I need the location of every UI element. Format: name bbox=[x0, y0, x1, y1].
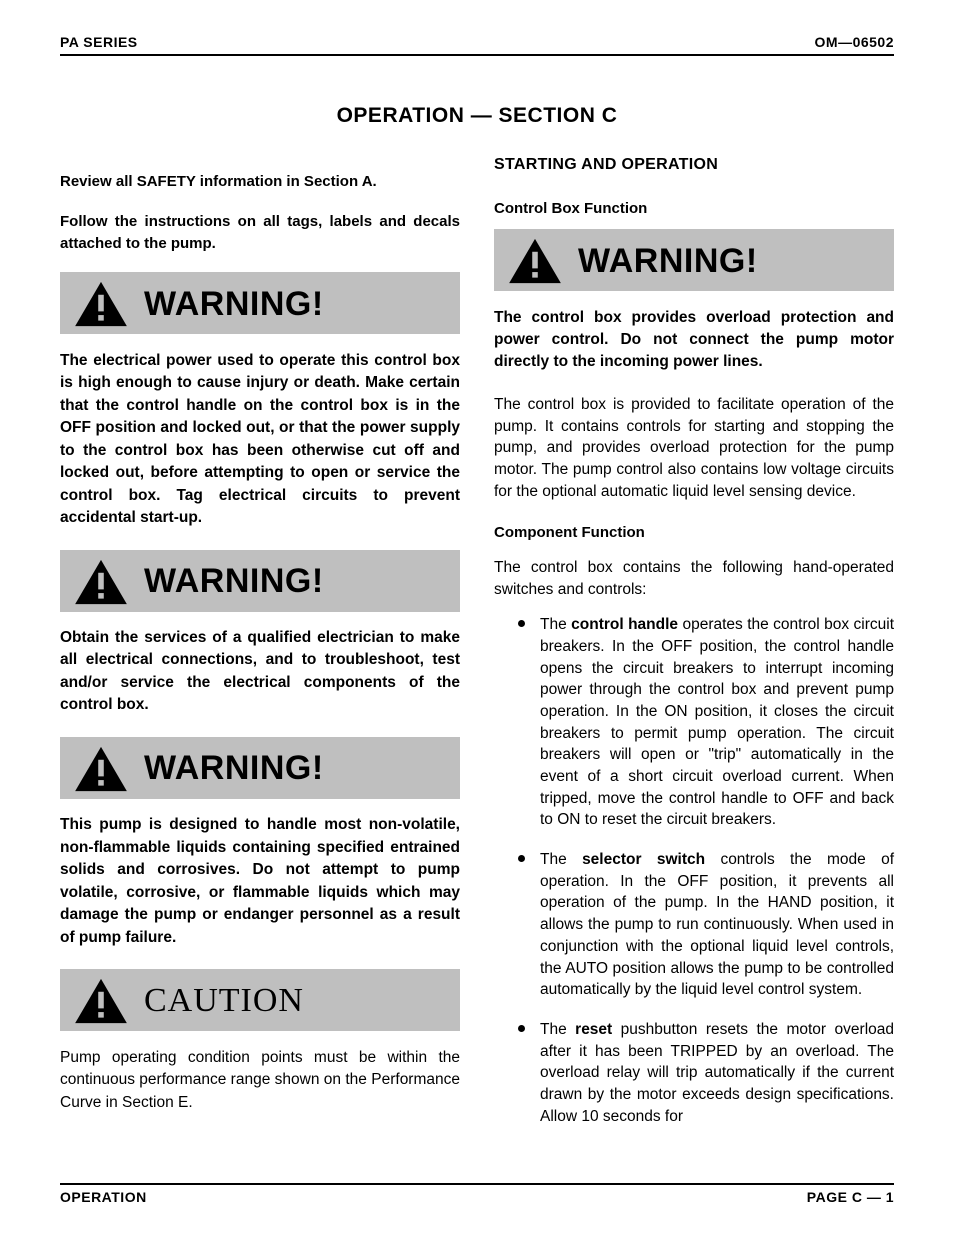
list-item: The control handle operates the control … bbox=[522, 614, 894, 831]
warning-triangle-icon bbox=[72, 745, 130, 793]
header-right: OM—06502 bbox=[815, 34, 894, 50]
right-column: STARTING AND OPERATION Control Box Funct… bbox=[494, 156, 894, 1145]
two-column-layout: Review all SAFETY information in Section… bbox=[60, 156, 894, 1145]
list-term: reset bbox=[575, 1021, 612, 1038]
intro-paragraph: Review all SAFETY information in Section… bbox=[60, 171, 460, 193]
list-text-post: controls the mode of operation. In the O… bbox=[540, 851, 894, 998]
warning-body: The electrical power used to operate thi… bbox=[60, 350, 460, 530]
list-text-pre: The bbox=[540, 1021, 575, 1038]
warning-box: WARNING! bbox=[60, 272, 460, 334]
caution-body: Pump operating condition points must be … bbox=[60, 1047, 460, 1114]
footer-left: OPERATION bbox=[60, 1189, 147, 1205]
list-item: The reset pushbutton resets the motor ov… bbox=[522, 1019, 894, 1127]
body-paragraph: The control box contains the following h… bbox=[494, 557, 894, 600]
warning-label: WARNING! bbox=[144, 749, 324, 788]
list-term: selector switch bbox=[582, 851, 705, 868]
warning-box: WARNING! bbox=[60, 737, 460, 799]
warning-body: The control box provides overload protec… bbox=[494, 307, 894, 374]
list-item: The selector switch controls the mode of… bbox=[522, 849, 894, 1001]
page-header: PA SERIES OM—06502 bbox=[60, 34, 894, 56]
warning-body: This pump is designed to handle most non… bbox=[60, 814, 460, 949]
body-paragraph: The control box is provided to facilitat… bbox=[494, 394, 894, 502]
warning-label: WARNING! bbox=[144, 562, 324, 601]
warning-triangle-icon bbox=[72, 558, 130, 606]
list-text-pre: The bbox=[540, 616, 571, 633]
warning-label: WARNING! bbox=[144, 285, 324, 324]
footer-right: PAGE C — 1 bbox=[807, 1189, 894, 1205]
caution-label: CAUTION bbox=[144, 982, 304, 1020]
component-list: The control handle operates the control … bbox=[494, 614, 894, 1127]
header-left: PA SERIES bbox=[60, 34, 138, 50]
list-text-pre: The bbox=[540, 851, 582, 868]
heading-control-box-function: Control Box Function bbox=[494, 200, 894, 217]
warning-box: WARNING! bbox=[494, 229, 894, 291]
heading-component-function: Component Function bbox=[494, 524, 894, 541]
caution-box: CAUTION bbox=[60, 969, 460, 1031]
intro-paragraph: Follow the instructions on all tags, lab… bbox=[60, 211, 460, 255]
section-title: OPERATION — SECTION C bbox=[60, 104, 894, 128]
document-page: PA SERIES OM—06502 OPERATION — SECTION C… bbox=[0, 0, 954, 1235]
page-footer: OPERATION PAGE C — 1 bbox=[60, 1183, 894, 1205]
warning-label: WARNING! bbox=[578, 242, 758, 281]
left-column: Review all SAFETY information in Section… bbox=[60, 156, 460, 1145]
warning-box: WARNING! bbox=[60, 550, 460, 612]
list-text-post: operates the control box circuit breaker… bbox=[540, 616, 894, 828]
warning-body: Obtain the services of a qualified elect… bbox=[60, 627, 460, 717]
heading-starting-and-operation: STARTING AND OPERATION bbox=[494, 156, 894, 174]
warning-triangle-icon bbox=[72, 280, 130, 328]
warning-triangle-icon bbox=[506, 237, 564, 285]
caution-triangle-icon bbox=[72, 977, 130, 1025]
list-term: control handle bbox=[571, 616, 678, 633]
